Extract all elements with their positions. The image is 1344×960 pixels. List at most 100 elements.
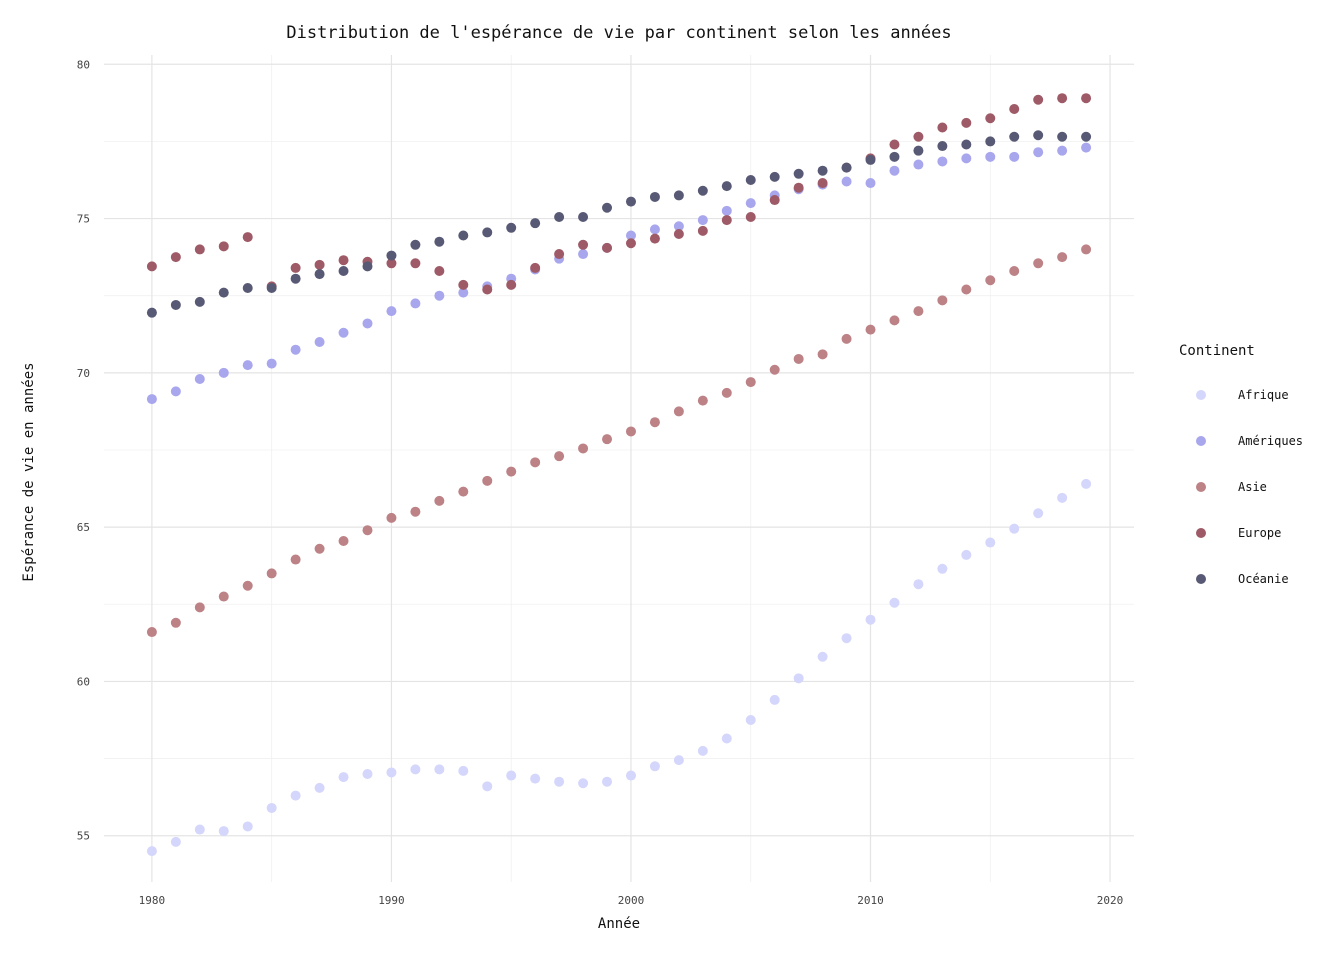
point-asie — [578, 443, 589, 454]
point-afrique — [841, 633, 852, 644]
point-océanie — [170, 299, 181, 310]
point-europe — [218, 241, 229, 252]
point-amériques — [290, 344, 301, 355]
point-océanie — [338, 266, 349, 277]
point-asie — [841, 333, 852, 344]
point-asie — [554, 451, 565, 462]
point-amériques — [697, 215, 708, 226]
point-asie — [673, 406, 684, 417]
y-axis-title: Espérance de vie en années — [21, 362, 37, 581]
point-asie — [194, 602, 205, 613]
point-amériques — [242, 360, 253, 371]
data-points — [146, 93, 1092, 857]
point-afrique — [1009, 523, 1020, 534]
point-asie — [362, 525, 373, 536]
y-tick-label: 80 — [77, 58, 90, 71]
point-océanie — [266, 282, 277, 293]
point-afrique — [649, 761, 660, 772]
point-amériques — [673, 221, 684, 232]
point-amériques — [386, 306, 397, 317]
point-océanie — [649, 191, 660, 202]
point-asie — [410, 506, 421, 517]
legend-title: Continent — [1179, 343, 1255, 359]
point-asie — [146, 627, 157, 638]
point-europe — [817, 178, 828, 189]
point-amériques — [649, 224, 660, 235]
point-océanie — [290, 273, 301, 284]
point-océanie — [602, 202, 613, 213]
point-asie — [697, 395, 708, 406]
point-asie — [937, 295, 948, 306]
point-asie — [386, 512, 397, 523]
point-océanie — [362, 261, 373, 272]
point-europe — [889, 139, 900, 150]
point-océanie — [314, 269, 325, 280]
point-asie — [1033, 258, 1044, 269]
point-amériques — [578, 249, 589, 260]
point-amériques — [170, 386, 181, 397]
point-amériques — [338, 327, 349, 338]
point-afrique — [817, 651, 828, 662]
point-amériques — [625, 230, 636, 241]
point-océanie — [817, 165, 828, 176]
point-amériques — [194, 374, 205, 385]
point-europe — [146, 261, 157, 272]
point-afrique — [721, 733, 732, 744]
point-amériques — [937, 156, 948, 167]
point-amériques — [146, 394, 157, 405]
legend-label-europe: Europe — [1238, 526, 1281, 540]
point-amériques — [266, 358, 277, 369]
point-afrique — [578, 778, 589, 789]
legend-label-amériques: Amériques — [1238, 434, 1303, 448]
point-europe — [745, 212, 756, 223]
point-asie — [649, 417, 660, 428]
point-europe — [242, 232, 253, 243]
chart-title: Distribution de l'espérance de vie par c… — [286, 23, 951, 43]
point-europe — [386, 258, 397, 269]
point-europe — [554, 249, 565, 260]
point-afrique — [1057, 492, 1068, 503]
point-asie — [266, 568, 277, 579]
point-afrique — [865, 614, 876, 625]
point-amériques — [218, 367, 229, 378]
point-afrique — [386, 767, 397, 778]
point-océanie — [506, 222, 517, 233]
point-amériques — [1009, 151, 1020, 162]
point-europe — [697, 225, 708, 236]
point-afrique — [1033, 508, 1044, 519]
point-asie — [338, 536, 349, 547]
point-europe — [338, 255, 349, 266]
y-tick-label: 65 — [77, 521, 90, 534]
point-europe — [314, 259, 325, 270]
point-amériques — [961, 153, 972, 164]
point-amériques — [841, 176, 852, 187]
point-afrique — [338, 772, 349, 783]
legend: Continent Afrique Amériques Asie Europe Océa… — [1179, 343, 1303, 586]
point-océanie — [482, 227, 493, 238]
point-océanie — [865, 154, 876, 165]
point-europe — [1009, 104, 1020, 115]
point-amériques — [410, 298, 421, 309]
point-europe — [506, 279, 517, 290]
point-océanie — [697, 185, 708, 196]
x-tick-label: 1980 — [139, 894, 166, 907]
point-afrique — [769, 694, 780, 705]
point-asie — [889, 315, 900, 326]
point-asie — [865, 324, 876, 335]
point-afrique — [506, 770, 517, 781]
point-afrique — [793, 673, 804, 684]
point-afrique — [362, 768, 373, 779]
point-océanie — [530, 218, 541, 229]
point-asie — [530, 457, 541, 468]
point-asie — [506, 466, 517, 477]
point-asie — [745, 377, 756, 388]
point-europe — [913, 131, 924, 142]
point-océanie — [961, 139, 972, 150]
point-océanie — [1009, 131, 1020, 142]
point-océanie — [745, 174, 756, 185]
point-asie — [1009, 266, 1020, 277]
legend-key-asie — [1196, 482, 1206, 492]
point-amériques — [1057, 145, 1068, 156]
point-asie — [817, 349, 828, 360]
point-asie — [1057, 252, 1068, 263]
